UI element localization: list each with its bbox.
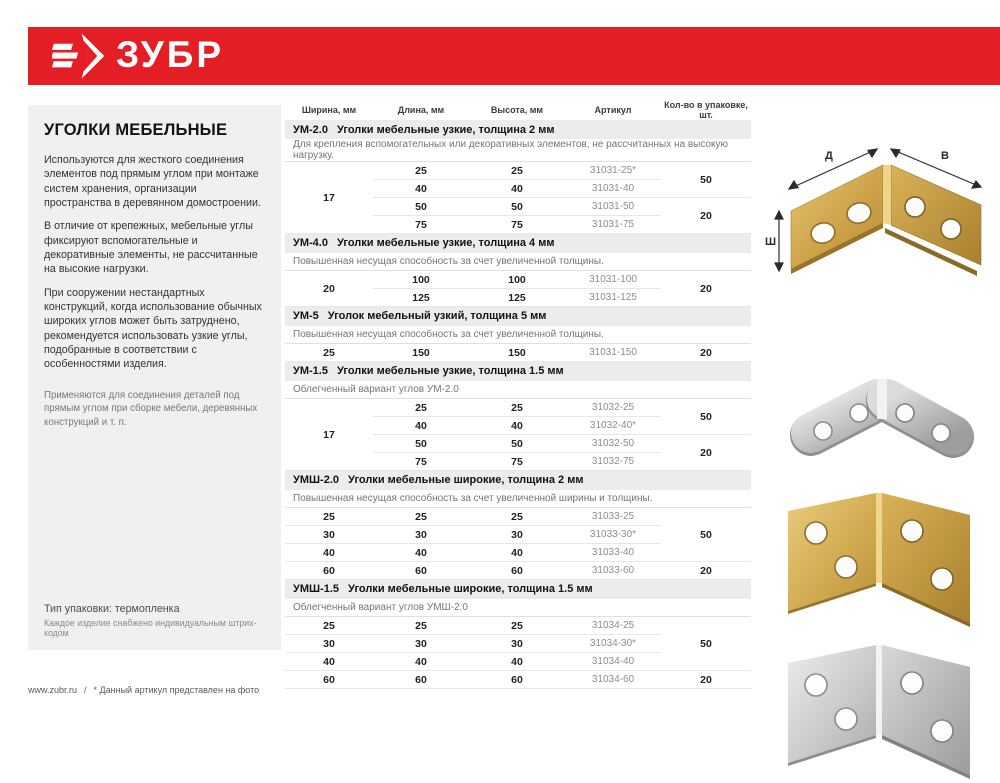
section-header: УМ-2.0 Уголки мебельные узкие, толщина 2 … <box>285 120 751 139</box>
section-desc: Для крепления вспомогательных или декора… <box>285 139 751 162</box>
table-row: 30 30 30 31034-30* <box>285 634 751 653</box>
section-header: УМ-1.5 Уголки мебельные узкие, толщина 1.… <box>285 361 751 381</box>
footer-note: * Данный артикул представлен на фото <box>93 685 260 695</box>
spec-table-area: Ширина, мм Длина, мм Высота, мм Артикул … <box>285 100 751 689</box>
description-paragraph: Используются для жесткого соединения эле… <box>44 154 261 209</box>
section-title: Уголки мебельные широкие, толщина 1.5 мм <box>348 583 593 596</box>
col-header-qty: Кол-во в упаковке, шт. <box>664 100 748 120</box>
section-desc: Облегченный вариант углов УМШ-2.0 <box>285 598 751 617</box>
zubr-logo-text: ЗУБР <box>116 34 225 75</box>
col-header-width: Ширина, мм <box>301 105 357 115</box>
zubr-logo-icon <box>52 33 105 79</box>
section-code: УМ-2.0 <box>293 123 328 136</box>
width-dimension-label: Ш <box>765 236 776 248</box>
col-header-length: Длина, мм <box>397 105 445 115</box>
zinc-wide-bracket-shape <box>788 645 970 779</box>
table-row: 25 150 150 31031-150 20 <box>285 343 751 362</box>
product-images-column: Д В Ш <box>762 105 1000 783</box>
section-desc: Повышенная несущая способность за счет у… <box>285 325 751 344</box>
section-title: Уголок мебельный узкий, толщина 5 мм <box>327 310 547 323</box>
section-code: УМШ-1.5 <box>293 583 340 596</box>
section-code: УМ-1.5 <box>293 365 328 378</box>
section-desc: Повышенная несущая способность за счет у… <box>285 252 751 271</box>
product-photo-narrow-zinc-bracket <box>790 379 974 458</box>
brass-wide-bracket-shape <box>788 493 970 627</box>
section-title: Уголки мебельные широкие, толщина 2 мм <box>348 474 584 487</box>
footer-separator: / <box>84 685 87 695</box>
product-photo-wide-zinc-bracket <box>788 645 970 779</box>
section-code: УМШ-2.0 <box>293 474 340 487</box>
application-note: Применяются для соединения деталей под п… <box>44 389 258 428</box>
section-title: Уголки мебельные узкие, толщина 1.5 мм <box>336 365 564 378</box>
section-header: УМШ-2.0 Уголки мебельные широкие, толщина… <box>285 470 751 490</box>
table-row: 17 25 25 31032-25 50 <box>285 398 751 471</box>
section-header: УМ-4.0 Уголки мебельные узкие, толщина 4 … <box>285 233 751 253</box>
section-code: УМ-5 <box>293 310 319 323</box>
section-code: УМ-4.0 <box>293 237 328 250</box>
zinc-narrow-bracket-shape <box>790 379 974 458</box>
section-desc: Повышенная несущая способность за счет у… <box>285 489 751 508</box>
table-row: 20 100 100 31031-100 20 <box>285 270 751 307</box>
table-row: 50 50 31032-50 20 <box>285 434 751 471</box>
table-row: 60 60 60 31033-60 20 <box>285 561 751 580</box>
height-dimension-label: В <box>941 150 949 162</box>
table-row: 125 125 31031-125 <box>285 288 751 307</box>
page-footer: www.zubr.ru / * Данный артикул представл… <box>28 685 259 695</box>
table-row: 17 25 25 31031-25* 50 <box>285 161 751 234</box>
description-paragraph: При сооружении нестандартных конструкций… <box>44 286 262 371</box>
length-dimension-label: Д <box>825 150 833 162</box>
barcode-note: Каждое изделие снабжено индивидуальным ш… <box>44 618 257 638</box>
spacer <box>44 429 265 603</box>
section-title: Уголки мебельные узкие, толщина 2 мм <box>336 123 555 136</box>
table-row: 50 50 31031-50 20 <box>285 197 751 234</box>
table-row: 60 60 60 31034-60 20 <box>285 670 751 689</box>
info-panel: УГОЛКИ МЕБЕЛЬНЫЕ Используются для жестко… <box>28 105 281 650</box>
product-photo-wide-brass-bracket <box>788 493 970 627</box>
table-row: 75 75 31031-75 <box>285 215 751 234</box>
table-row: 25 25 25 31034-25 50 <box>285 616 751 671</box>
page-title: УГОЛКИ МЕБЕЛЬНЫЕ <box>44 121 228 139</box>
col-header-article: Артикул <box>594 105 632 115</box>
site-url: www.zubr.ru <box>28 685 78 695</box>
description-paragraph: В отличие от крепежных, мебельные углы ф… <box>44 220 258 276</box>
table-row: 30 30 30 31033-30* <box>285 525 751 544</box>
section-title: Уголки мебельные узкие, толщина 4 мм <box>336 237 555 250</box>
table-row: 25 25 25 31033-25 50 <box>285 507 751 562</box>
col-header-height: Высота, мм <box>490 105 544 115</box>
table-header-row: Ширина, мм Длина, мм Высота, мм Артикул … <box>285 100 751 120</box>
product-photo-dimension-diagram: Д В Ш <box>765 148 983 276</box>
packaging-type: Тип упаковки: термопленка <box>44 603 180 615</box>
spec-table: Ширина, мм Длина, мм Высота, мм Артикул … <box>285 100 751 689</box>
table-row: 75 75 31032-75 <box>285 452 751 471</box>
section-desc: Облегченный вариант углов УМ-2.0 <box>285 380 751 399</box>
zubr-logo: ЗУБР <box>52 33 224 79</box>
brass-corner-diagram-shape <box>790 164 982 276</box>
section-header: УМ-5 Уголок мебельный узкий, толщина 5 мм <box>285 306 751 326</box>
section-header: УМШ-1.5 Уголки мебельные широкие, толщина… <box>285 579 751 599</box>
brand-header: ЗУБР <box>28 27 1000 85</box>
table-row: 40 40 31031-40 <box>285 179 751 198</box>
table-row: 40 40 40 31034-40 <box>285 652 751 671</box>
table-row: 40 40 40 31033-40 <box>285 543 751 562</box>
table-row: 40 40 31032-40* <box>285 416 751 435</box>
